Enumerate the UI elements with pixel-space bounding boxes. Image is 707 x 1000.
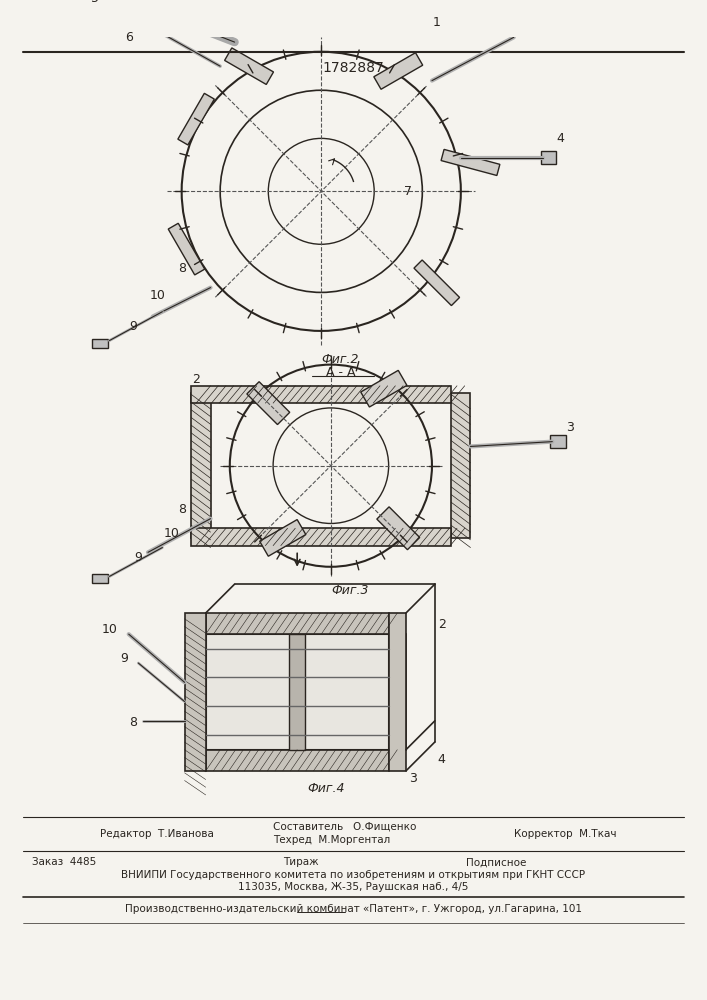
Text: 9: 9: [120, 652, 128, 665]
Text: Корректор  М.Ткач: Корректор М.Ткач: [514, 829, 617, 839]
Bar: [451, 393, 470, 538]
Text: ВНИИПИ Государственного комитета по изобретениям и открытиям при ГКНТ СССР: ВНИИПИ Государственного комитета по изоб…: [121, 870, 585, 880]
Text: 8: 8: [129, 716, 138, 729]
Text: 5: 5: [91, 0, 99, 5]
Text: 3: 3: [566, 421, 573, 434]
Text: 10: 10: [164, 527, 180, 540]
Text: 10: 10: [102, 623, 117, 636]
Text: 10: 10: [150, 289, 165, 302]
Bar: [289, 634, 305, 750]
Bar: [192, 528, 451, 546]
Text: 2: 2: [438, 618, 445, 631]
Text: Производственно-издательский комбинат «Патент», г. Ужгород, ул.Гагарина, 101: Производственно-издательский комбинат «П…: [124, 904, 582, 914]
Bar: [206, 634, 389, 750]
Text: 8: 8: [177, 262, 186, 275]
Bar: [192, 393, 211, 538]
Text: Заказ  4485: Заказ 4485: [33, 857, 97, 867]
Text: 7: 7: [404, 185, 412, 198]
Text: Фиг.2: Фиг.2: [322, 353, 359, 366]
Text: Тираж: Тираж: [283, 857, 318, 867]
Polygon shape: [259, 520, 306, 556]
Polygon shape: [441, 149, 500, 176]
Polygon shape: [168, 223, 205, 275]
Text: 4: 4: [556, 132, 564, 145]
Polygon shape: [361, 370, 407, 407]
Bar: [389, 613, 406, 771]
Text: 1: 1: [433, 16, 440, 29]
Bar: [389, 634, 406, 750]
Text: Техред  М.Моргентал: Техред М.Моргентал: [273, 835, 390, 845]
Text: Подписное: Подписное: [466, 857, 526, 867]
Polygon shape: [414, 260, 460, 306]
Text: 9: 9: [134, 551, 142, 564]
Polygon shape: [377, 507, 420, 550]
Polygon shape: [247, 382, 290, 425]
Text: 1782887: 1782887: [322, 61, 384, 75]
Bar: [541, 151, 556, 164]
Text: Фиг.3: Фиг.3: [332, 584, 369, 597]
Bar: [550, 435, 566, 448]
Bar: [206, 750, 389, 771]
Text: Редактор  Т.Иванова: Редактор Т.Иванова: [100, 829, 214, 839]
Text: 113035, Москва, Ж-35, Раушская наб., 4/5: 113035, Москва, Ж-35, Раушская наб., 4/5: [238, 882, 468, 892]
Polygon shape: [225, 48, 274, 84]
Polygon shape: [374, 53, 423, 89]
Bar: [192, 386, 451, 403]
Bar: [185, 613, 206, 771]
Bar: [92, 574, 107, 583]
Text: 9: 9: [129, 320, 137, 333]
Text: A - A: A - A: [326, 366, 355, 379]
Text: 4: 4: [438, 753, 445, 766]
Polygon shape: [178, 93, 214, 145]
Bar: [92, 339, 107, 348]
Text: 8: 8: [177, 503, 186, 516]
Bar: [206, 613, 389, 634]
Text: Фиг.4: Фиг.4: [308, 782, 345, 795]
Text: 3: 3: [409, 772, 416, 785]
Text: 2: 2: [192, 373, 200, 386]
Text: Составитель   О.Фищенко: Составитель О.Фищенко: [273, 822, 416, 832]
Text: 6: 6: [124, 31, 133, 44]
